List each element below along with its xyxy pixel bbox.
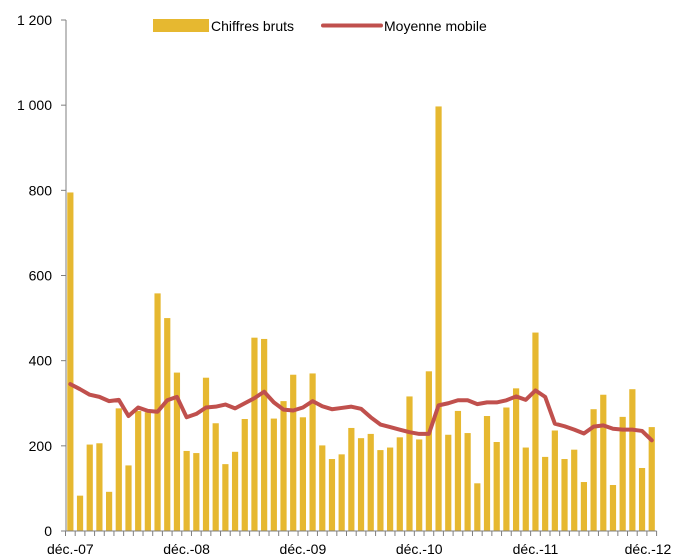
bar [96,443,103,531]
bar [270,418,277,531]
legend-label-line: Moyenne mobile [384,18,487,34]
bar [648,427,655,531]
bar [251,337,258,531]
bar [377,450,384,531]
bar [396,437,403,531]
bar [125,465,132,531]
plot-area [67,106,655,531]
legend-label-bars: Chiffres bruts [211,18,294,34]
bar [474,483,481,531]
y-tick-label: 400 [29,353,53,369]
bar [532,332,539,531]
bar [445,434,452,531]
y-tick-label: 1 200 [17,12,52,28]
bar [493,442,500,531]
bar [454,410,462,531]
bar [338,454,345,531]
x-tick-label: déc.-12 [625,541,672,557]
bar [231,451,239,531]
bar [629,389,636,531]
bar [483,416,491,531]
bar [183,450,190,531]
x-tick-label: déc.-11 [513,541,559,557]
bar [348,427,355,531]
bar [367,433,374,531]
bar [290,374,297,531]
bar [357,438,365,531]
bar [542,456,549,531]
bar [241,419,248,531]
x-tick-label: déc.-07 [47,541,94,557]
bar [551,430,558,531]
bar [416,439,423,531]
bar [106,491,113,531]
bar [144,412,151,531]
y-tick-label: 200 [29,438,53,454]
bar [638,467,646,531]
bar [280,401,287,531]
bar [580,482,588,531]
bar [86,444,93,531]
bar [115,408,122,531]
bar [561,459,568,531]
x-tick-label: déc.-09 [280,541,327,557]
bar [212,423,219,531]
bar [67,192,74,531]
bar [512,388,520,531]
bar [164,318,171,531]
moving-average-line [68,382,654,443]
bar [406,396,413,531]
y-tick-label: 800 [29,182,53,198]
y-tick-label: 1 000 [17,97,52,113]
bar [309,373,316,531]
bar [600,394,607,531]
bar [193,453,200,531]
bar [202,377,210,531]
bar [503,407,510,531]
bar [299,417,306,531]
bar [425,371,432,531]
bar [135,410,142,531]
y-tick-label: 0 [44,523,52,539]
bar [328,459,336,531]
legend-swatch-bars [153,19,209,32]
bar [571,449,578,531]
bar [261,338,268,531]
bar [387,447,394,531]
y-tick-label: 600 [29,268,53,284]
x-tick-label: déc.-10 [396,541,443,557]
bar [464,433,471,531]
axes: 0 200 400 600 800 1 000 1 200 déc.-07 déc.-08 déc… [17,12,672,557]
bar [435,106,442,531]
bar [222,464,229,531]
bar [609,485,617,531]
bar [619,416,626,531]
bar [522,447,529,531]
bar [590,409,597,531]
legend: Chiffres bruts Moyenne mobile [153,18,487,34]
bar [319,445,326,531]
bar [173,372,181,531]
x-tick-label: déc.-08 [163,541,210,557]
bar [76,495,84,531]
